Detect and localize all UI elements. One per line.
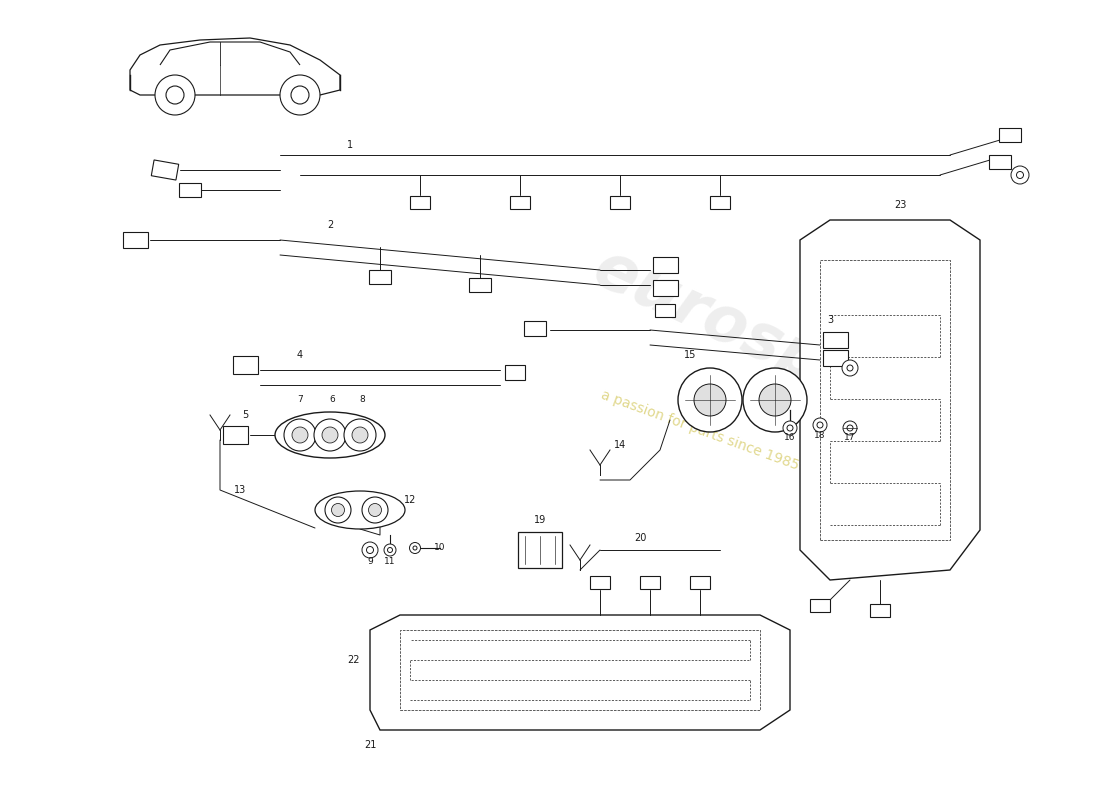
Text: 18: 18: [814, 431, 826, 441]
Text: 2: 2: [327, 220, 333, 230]
Circle shape: [352, 427, 368, 443]
Text: 20: 20: [634, 533, 646, 543]
Polygon shape: [800, 220, 980, 580]
Bar: [810, 598, 830, 611]
Text: 11: 11: [384, 558, 396, 566]
Text: 17: 17: [845, 434, 856, 442]
Bar: [400, 630, 760, 710]
Bar: [654, 303, 675, 317]
Bar: [999, 128, 1021, 142]
Bar: [524, 321, 546, 335]
Circle shape: [292, 86, 309, 104]
Text: 22: 22: [348, 655, 360, 665]
Circle shape: [284, 419, 316, 451]
Bar: [518, 532, 562, 568]
Text: 10: 10: [434, 543, 446, 553]
Text: 12: 12: [404, 495, 416, 505]
Bar: [710, 195, 730, 209]
Text: 6: 6: [329, 395, 334, 405]
Bar: [232, 356, 257, 374]
Bar: [640, 575, 660, 589]
Bar: [823, 332, 847, 348]
Bar: [122, 232, 147, 248]
Bar: [152, 160, 178, 180]
Circle shape: [694, 384, 726, 416]
Circle shape: [344, 419, 376, 451]
Circle shape: [166, 86, 184, 104]
Text: 8: 8: [359, 395, 365, 405]
Text: a passion for parts since 1985: a passion for parts since 1985: [600, 387, 801, 473]
Ellipse shape: [315, 491, 405, 529]
Text: eurospares: eurospares: [584, 237, 976, 463]
Bar: [469, 278, 491, 292]
Circle shape: [847, 425, 852, 431]
Circle shape: [324, 497, 351, 523]
Circle shape: [783, 421, 798, 435]
Text: 4: 4: [297, 350, 304, 360]
Text: 23: 23: [894, 200, 906, 210]
Bar: [505, 365, 525, 379]
Circle shape: [412, 546, 417, 550]
Bar: [690, 575, 710, 589]
Bar: [368, 270, 390, 284]
Ellipse shape: [275, 412, 385, 458]
Circle shape: [384, 544, 396, 556]
Text: 14: 14: [614, 440, 626, 450]
Circle shape: [1016, 171, 1023, 178]
Bar: [870, 603, 890, 617]
Bar: [222, 426, 248, 444]
Circle shape: [678, 368, 743, 432]
Polygon shape: [130, 38, 340, 95]
Bar: [820, 260, 950, 540]
Circle shape: [292, 427, 308, 443]
Bar: [652, 257, 678, 273]
Circle shape: [362, 497, 388, 523]
Circle shape: [813, 418, 827, 432]
Text: 15: 15: [684, 350, 696, 360]
Circle shape: [847, 365, 852, 371]
Circle shape: [387, 547, 393, 553]
Circle shape: [409, 542, 420, 554]
Circle shape: [280, 75, 320, 115]
Bar: [652, 280, 678, 296]
Bar: [590, 575, 610, 589]
Bar: [179, 183, 201, 197]
Circle shape: [742, 368, 807, 432]
Circle shape: [368, 503, 382, 517]
Circle shape: [155, 75, 195, 115]
Text: 3: 3: [827, 315, 833, 325]
Text: 5: 5: [242, 410, 249, 420]
Circle shape: [759, 384, 791, 416]
Circle shape: [817, 422, 823, 428]
Text: 13: 13: [234, 485, 246, 495]
Text: 9: 9: [367, 558, 373, 566]
Circle shape: [331, 503, 344, 517]
Bar: [410, 195, 430, 209]
Circle shape: [842, 360, 858, 376]
Polygon shape: [370, 615, 790, 730]
Circle shape: [366, 546, 374, 554]
Circle shape: [786, 425, 793, 431]
Text: 1: 1: [346, 140, 353, 150]
Text: 21: 21: [364, 740, 376, 750]
Bar: [610, 195, 630, 209]
Circle shape: [1011, 166, 1028, 184]
Bar: [823, 350, 847, 366]
Bar: [989, 155, 1011, 169]
Circle shape: [314, 419, 346, 451]
Text: 7: 7: [297, 395, 302, 405]
Circle shape: [843, 421, 857, 435]
Circle shape: [322, 427, 338, 443]
Circle shape: [362, 542, 378, 558]
Text: 16: 16: [784, 434, 795, 442]
Text: 19: 19: [534, 515, 546, 525]
Bar: [510, 195, 530, 209]
